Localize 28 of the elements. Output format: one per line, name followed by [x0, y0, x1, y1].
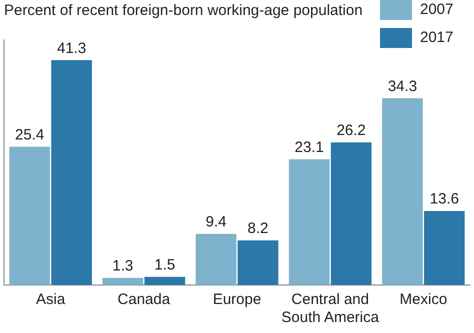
data-label: 9.4 [206, 213, 226, 230]
data-label: 1.3 [112, 258, 134, 275]
bar [144, 276, 186, 285]
data-label: 25.4 [15, 126, 44, 144]
bar [424, 210, 465, 285]
bar [382, 98, 423, 285]
legend-label: 2017 [420, 29, 454, 46]
x-tick-label: Europe [212, 291, 262, 308]
data-label: 41.3 [56, 40, 86, 57]
bar [238, 240, 278, 285]
data-label: 1.5 [154, 256, 176, 274]
bar [102, 278, 144, 285]
bar [196, 234, 236, 285]
bar [51, 60, 92, 285]
bar [9, 146, 50, 285]
legend-label: 2007 [420, 1, 454, 18]
bar [288, 159, 330, 285]
data-label: 23.1 [294, 138, 324, 156]
bar [330, 142, 372, 285]
data-label: 8.2 [248, 220, 268, 237]
x-tick-label: Asia [36, 291, 66, 308]
x-tick-label: Central and South America [281, 291, 380, 326]
data-label: 13.6 [430, 190, 459, 208]
data-label: 34.3 [388, 78, 418, 95]
x-tick-label: Mexico [400, 291, 448, 308]
x-tick-label: Canada [118, 291, 171, 308]
chart-title: Percent of recent foreign-born working-age population [4, 2, 363, 19]
data-label: 26.2 [336, 122, 366, 139]
